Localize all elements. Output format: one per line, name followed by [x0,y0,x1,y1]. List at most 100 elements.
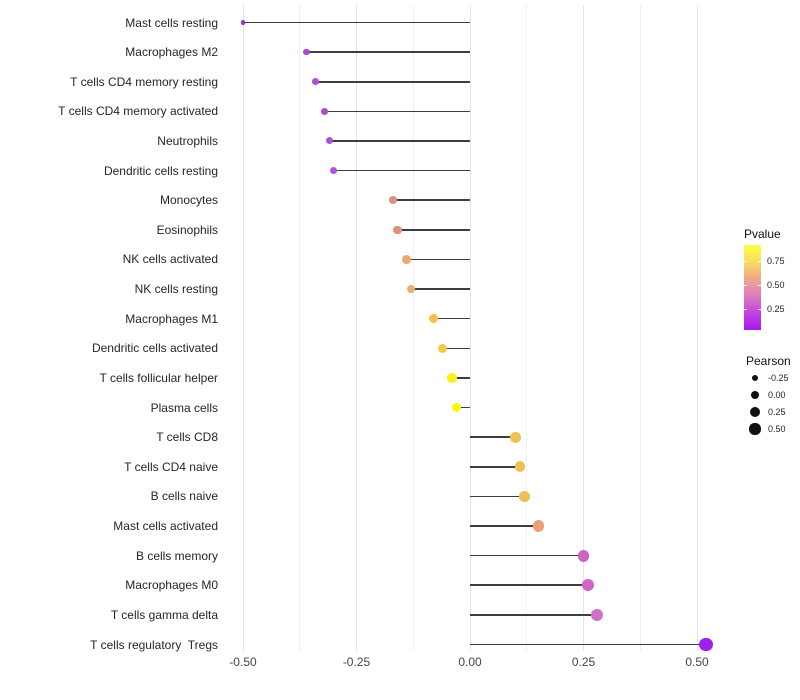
pvalue-gradient-bar [744,245,761,330]
lollipop-dot [582,579,594,592]
x-gridline [639,5,641,651]
y-axis-label: T cells follicular helper [99,370,219,385]
y-axis-label: T cells CD4 memory activated [58,104,218,119]
pvalue-bar-tick-mark [758,308,761,310]
lollipop-stem [470,554,584,557]
lollipop-stem [392,199,470,201]
pvalue-tick-label: 0.25 [767,303,785,314]
lollipop-stem [456,406,470,409]
pearson-legend-dot [751,374,759,382]
lollipop-stem [442,347,470,350]
lollipop-dot [699,637,713,652]
pvalue-bar-tick-mark [744,308,747,310]
y-axis-label: B cells memory [135,548,218,563]
lollipop-dot [330,167,338,175]
y-axis-label: Dendritic cells activated [91,341,218,356]
pvalue-bar-tick-mark [758,284,761,286]
pvalue-legend-title: Pvalue [744,227,781,241]
lollipop-dot [312,78,319,86]
y-axis-label: T cells CD8 [156,430,218,445]
y-axis-label: Eosinophils [156,222,218,237]
x-gridline [469,5,471,651]
x-gridline [299,5,301,651]
lollipop-dot [388,195,398,205]
lollipop-dot [325,137,333,145]
pearson-legend-dot [750,390,760,400]
pvalue-tick-label: 0.50 [767,279,785,290]
lollipop-dot [406,284,416,294]
pearson-legend-label: -0.25 [768,373,789,383]
y-axis-label: Macrophages M0 [125,578,218,593]
lollipop-stem [410,288,470,290]
lollipop-stem [397,229,470,231]
lollipop-stem [451,377,470,379]
lollipop-dot [577,549,590,562]
lollipop-dot [519,490,530,502]
x-tick-label: -0.50 [229,655,257,669]
pvalue-bar-tick-mark [744,261,747,263]
x-gridline [412,5,414,651]
lollipop-dot [438,343,448,354]
lollipop-stem [470,525,539,527]
y-axis-label: T cells CD4 memory resting [70,74,218,89]
pvalue-bar-tick-mark [758,261,761,263]
lollipop-dot [402,255,411,264]
pearson-legend-title: Pearson [746,354,791,368]
lollipop-dot [321,107,329,115]
x-gridline [356,5,357,651]
x-tick-label: 0.50 [685,655,709,669]
lollipop-stem [315,80,470,83]
x-gridline [696,5,698,651]
y-axis-label: Plasma cells [150,400,218,415]
lollipop-dot [532,520,544,532]
y-axis-label: Macrophages M1 [125,311,218,326]
y-axis-label: Dendritic cells resting [103,163,218,178]
lollipop-dot [451,402,462,413]
x-gridline [583,5,584,651]
x-tick-label: 0.25 [571,655,596,669]
pvalue-bar-tick-mark [744,284,747,286]
y-axis-label: T cells CD4 naive [124,459,218,474]
lollipop-dot [303,48,310,56]
y-axis-label: B cells naive [150,489,218,504]
pvalue-tick-label: 0.75 [767,256,785,267]
y-axis-label: NK cells activated [122,252,218,267]
lollipop-stem [243,21,470,24]
pearson-legend-label: 0.00 [768,390,786,400]
x-tick-label: -0.25 [342,655,371,669]
lollipop-dot [393,225,402,235]
lollipop-stem [333,169,470,172]
y-axis-label: NK cells resting [134,282,218,297]
y-axis-label: T cells gamma delta [110,607,218,622]
y-axis-label: Mast cells resting [125,15,218,30]
lollipop-stem [406,258,470,261]
lollipop-stem [470,584,589,587]
y-axis-label: T cells regulatory Tregs [90,637,218,652]
lollipop-dot [510,431,521,443]
x-gridline [242,5,244,651]
pearson-legend-label: 0.25 [768,407,786,417]
lollipop-stem [470,466,520,468]
y-axis-label: Neutrophils [157,133,218,148]
lollipop-dot [514,461,526,473]
y-axis-label: Mast cells activated [113,519,218,534]
lollipop-dot [447,373,457,383]
lollipop-dot [591,608,604,621]
lollipop-stem [329,140,470,142]
pearson-legend-dot [749,423,761,435]
lollipop-stem [306,51,470,53]
lollipop-dot [240,20,246,25]
y-axis-label: Macrophages M2 [125,45,218,60]
lollipop-stem [433,317,470,320]
lollipop-stem [470,643,707,646]
lollipop-stem [470,614,598,616]
pearson-legend-label: 0.50 [768,424,786,434]
lollipop-dot [429,314,439,324]
pearson-legend-dot [749,406,760,417]
x-tick-label: 0.00 [458,655,482,669]
lollipop-stem [470,436,516,438]
lollipop-stem [324,110,470,113]
x-gridline [526,5,528,651]
y-axis-label: Monocytes [159,193,218,208]
